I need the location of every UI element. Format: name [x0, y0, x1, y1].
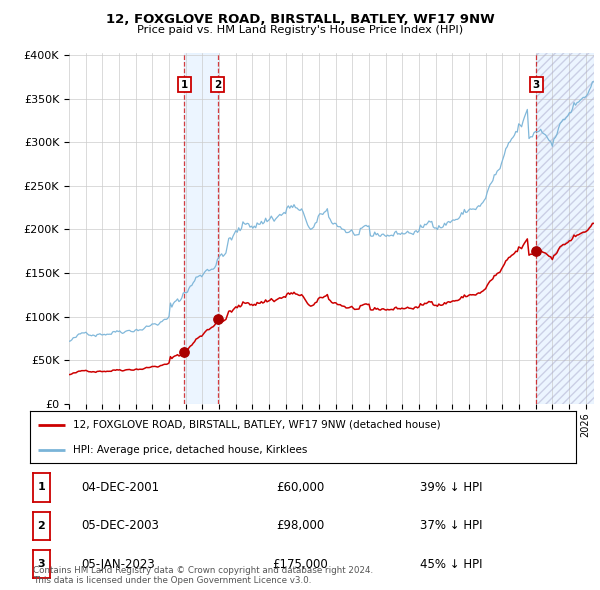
- Text: 2: 2: [214, 80, 221, 90]
- Bar: [536, 53, 594, 404]
- Text: 05-JAN-2023: 05-JAN-2023: [81, 558, 155, 571]
- Text: 45% ↓ HPI: 45% ↓ HPI: [420, 558, 482, 571]
- Text: Contains HM Land Registry data © Crown copyright and database right 2024.
This d: Contains HM Land Registry data © Crown c…: [33, 566, 373, 585]
- Point: [179, 347, 189, 356]
- Text: 39% ↓ HPI: 39% ↓ HPI: [420, 481, 482, 494]
- Text: £60,000: £60,000: [276, 481, 324, 494]
- Text: £175,000: £175,000: [272, 558, 328, 571]
- Text: HPI: Average price, detached house, Kirklees: HPI: Average price, detached house, Kirk…: [73, 445, 307, 455]
- Point: [532, 247, 541, 256]
- Text: 2: 2: [38, 521, 45, 530]
- Text: 04-DEC-2001: 04-DEC-2001: [81, 481, 159, 494]
- Text: £98,000: £98,000: [276, 519, 324, 532]
- Point: [213, 314, 223, 323]
- Bar: [184, 53, 218, 404]
- Text: 05-DEC-2003: 05-DEC-2003: [81, 519, 159, 532]
- Text: 1: 1: [38, 483, 45, 492]
- Text: 3: 3: [533, 80, 540, 90]
- Text: 1: 1: [181, 80, 188, 90]
- Text: 3: 3: [38, 559, 45, 569]
- Text: 37% ↓ HPI: 37% ↓ HPI: [420, 519, 482, 532]
- Text: 12, FOXGLOVE ROAD, BIRSTALL, BATLEY, WF17 9NW (detached house): 12, FOXGLOVE ROAD, BIRSTALL, BATLEY, WF1…: [73, 419, 440, 430]
- Text: Price paid vs. HM Land Registry's House Price Index (HPI): Price paid vs. HM Land Registry's House …: [137, 25, 463, 35]
- Text: 12, FOXGLOVE ROAD, BIRSTALL, BATLEY, WF17 9NW: 12, FOXGLOVE ROAD, BIRSTALL, BATLEY, WF1…: [106, 13, 494, 26]
- Bar: [536, 20, 594, 404]
